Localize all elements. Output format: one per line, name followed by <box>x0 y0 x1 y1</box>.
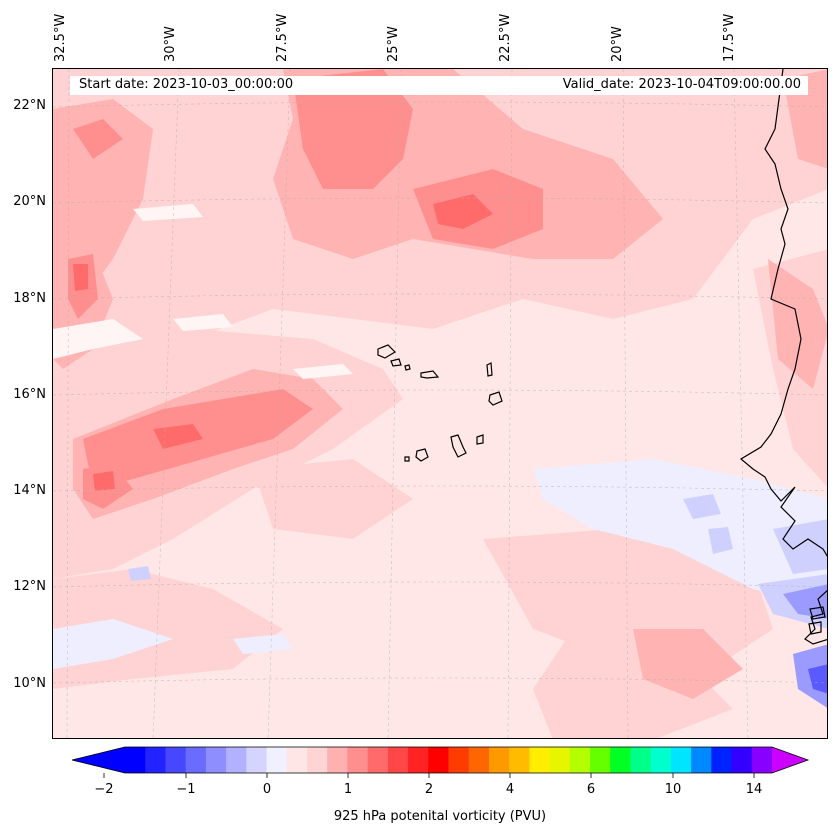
colorbar-segment <box>488 747 510 773</box>
island-brava <box>404 456 410 462</box>
colorbar-tick-label: 1 <box>343 782 353 797</box>
colorbar-segment <box>266 747 288 773</box>
colorbar-segment <box>731 747 753 773</box>
colorbar-segment <box>428 747 449 773</box>
colorbar-segment <box>327 747 348 773</box>
colorbar-segment <box>165 747 187 773</box>
colorbar-extend-low <box>72 747 125 773</box>
island-santo-antao <box>377 344 396 359</box>
colorbar-segment <box>286 747 308 773</box>
island-sal <box>486 362 493 377</box>
colorbar-segment <box>468 747 490 773</box>
colorbar-segment <box>650 747 672 773</box>
colorbar-segment <box>529 747 551 773</box>
coastlines <box>739 69 827 645</box>
island-fogo <box>415 448 429 462</box>
lat-label-18n: 18°N <box>13 291 46 306</box>
colorbar-segment <box>691 747 712 773</box>
colorbar-tick-label: 10 <box>664 782 682 797</box>
colorbar-label: 925 hPa potenital vorticity (PVU) <box>333 809 547 824</box>
colorbar-tick-label: 4 <box>505 782 515 797</box>
colorbar-segment <box>246 747 268 773</box>
colorbar-extend-high <box>772 747 808 773</box>
colorbar-tick-label: −1 <box>176 782 196 797</box>
colorbar-tick-label: 0 <box>262 782 272 797</box>
cape-verde-islands <box>377 344 503 462</box>
colorbar-tick-label: 6 <box>586 782 596 797</box>
colorbar-segment <box>387 747 409 773</box>
start-date-text: Start date: 2023-10-03_00:00:00 <box>79 77 294 92</box>
lat-label-12n: 12°N <box>13 579 46 594</box>
africa-coastline <box>739 69 827 645</box>
lon-label-32-5w: 32.5°W <box>53 13 68 62</box>
island-sao-vicente <box>390 358 402 367</box>
field-core-regions <box>73 194 493 491</box>
colorbar-segment <box>590 747 611 773</box>
date-info-bar: Start date: 2023-10-03_00:00:00 Valid_da… <box>70 76 808 95</box>
colorbar-segment <box>448 747 470 773</box>
colorbar-segment <box>185 747 207 773</box>
lat-label-14n: 14°N <box>13 483 46 498</box>
colorbar-segment <box>670 747 692 773</box>
colorbar-segment <box>610 747 631 773</box>
colorbar-segment <box>145 747 166 773</box>
colorbar-segment <box>569 747 591 773</box>
lon-label-20w: 20°W <box>610 26 625 62</box>
colorbar-segment <box>205 747 227 773</box>
colorbar-segments <box>125 747 773 773</box>
island-maio <box>476 434 484 445</box>
colorbar-tick-label: −2 <box>94 782 114 797</box>
colorbar-segment <box>751 747 773 773</box>
map-panel[interactable]: Start date: 2023-10-03_00:00:00 Valid_da… <box>52 68 828 739</box>
colorbar-outline <box>71 746 810 774</box>
lon-label-25w: 25°W <box>386 26 401 62</box>
colorbar-segment <box>711 747 733 773</box>
lat-label-22n: 22°N <box>13 98 46 113</box>
lat-label-10n: 10°N <box>13 676 46 691</box>
valid-date-text: Valid_date: 2023-10-04T09:00:00.00 <box>562 77 801 92</box>
island-santiago <box>450 434 467 458</box>
lon-label-17-5w: 17.5°W <box>722 13 737 62</box>
island-santa-luzia <box>404 364 411 371</box>
colorbar-segment <box>630 747 652 773</box>
colorbar-segment <box>367 747 389 773</box>
colorbar-tick-marks <box>103 773 755 778</box>
colorbar-segment <box>226 747 247 773</box>
lat-label-20n: 20°N <box>13 194 46 209</box>
colorbar-segment <box>306 747 328 773</box>
island-sao-nicolau <box>420 370 440 379</box>
colorbar-segment <box>549 747 571 773</box>
colorbar-segment <box>347 747 369 773</box>
lat-label-16n: 16°N <box>13 387 46 402</box>
colorbar-tick-label: 14 <box>745 782 763 797</box>
colorbar-segment <box>509 747 530 773</box>
island-boa-vista <box>488 391 503 406</box>
pv-field-map <box>53 69 827 738</box>
lon-label-27-5w: 27.5°W <box>275 13 290 62</box>
colorbar-segment <box>125 747 146 773</box>
colorbar-tick-label: 2 <box>424 782 434 797</box>
lon-label-22-5w: 22.5°W <box>498 13 513 62</box>
field-near-zero <box>53 204 353 379</box>
gridlines <box>53 69 827 738</box>
lon-label-30w: 30°W <box>163 26 178 62</box>
colorbar-segment <box>408 747 429 773</box>
